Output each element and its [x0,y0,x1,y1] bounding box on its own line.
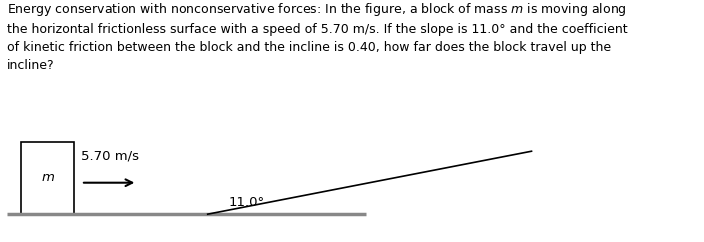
Text: 11.0°: 11.0° [229,196,265,209]
Bar [21,142,74,214]
Text: $m$: $m$ [41,171,54,184]
Text: 5.70 m/s: 5.70 m/s [81,149,139,162]
Text: Energy conservation with nonconservative forces: In the figure, a block of mass : Energy conservation with nonconservative… [7,1,628,72]
